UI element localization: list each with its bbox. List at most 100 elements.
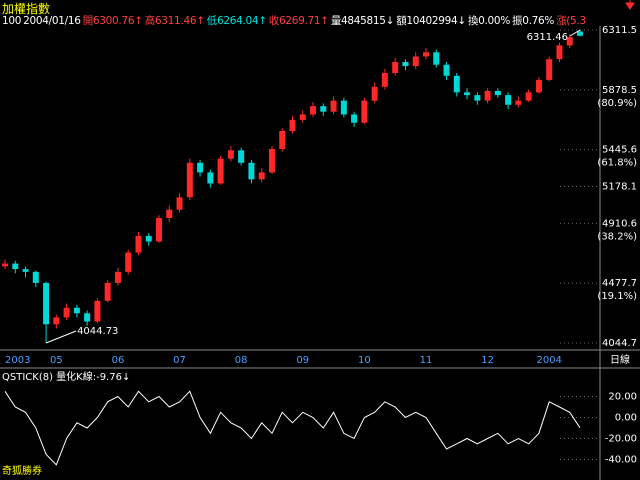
candle-body	[73, 307, 80, 314]
indicator-line	[4, 390, 581, 466]
candle-body	[22, 269, 29, 272]
candle-body	[145, 235, 152, 242]
quote-field: 2004/01/16	[23, 15, 81, 27]
y-tick-label: 4477.7	[602, 278, 637, 289]
x-tick-label: 08	[235, 355, 248, 366]
y-tick-label: 4044.7	[602, 338, 637, 349]
candle-body	[310, 106, 317, 115]
candle-body	[227, 150, 234, 159]
candle-body	[279, 131, 286, 149]
candle-body	[381, 73, 388, 87]
x-tick-label: 11	[420, 355, 433, 366]
y-tick-label: 6311.5	[602, 25, 637, 36]
candle-body	[258, 172, 265, 180]
annotation: 4044.73	[77, 326, 118, 337]
candle-body	[433, 52, 440, 65]
candle-body	[392, 61, 399, 74]
candle-body	[361, 100, 368, 123]
x-tick-label: 05	[50, 355, 63, 366]
candle-body	[135, 235, 142, 253]
pct-tick-label: (19.1%)	[597, 291, 637, 302]
candle-body	[238, 150, 245, 163]
candle-body	[494, 90, 501, 96]
y-tick-label: 20.00	[608, 392, 637, 403]
candle-body	[63, 307, 70, 318]
quote-field: 額10402994↓	[396, 15, 466, 27]
candle-body	[443, 64, 450, 76]
candle-body	[84, 313, 91, 322]
candle-body	[535, 79, 542, 93]
quote-field: 量4845815↓	[330, 15, 395, 27]
y-tick-label: -20.00	[605, 434, 637, 445]
candle-body	[217, 158, 224, 184]
candle-body	[453, 75, 460, 93]
quote-field: 開6300.76↑	[82, 15, 143, 27]
annotation-leader	[45, 330, 77, 344]
x-tick-label: 06	[112, 355, 125, 366]
candle-body	[156, 217, 163, 242]
candle-body	[464, 92, 471, 96]
index-title: 加權指數	[2, 2, 51, 16]
y-tick-label: 4910.6	[602, 218, 637, 229]
x-tick-label: 10	[358, 355, 371, 366]
candle-body	[299, 114, 306, 120]
candle-body	[125, 252, 132, 272]
y-tick-label: 5445.6	[602, 145, 637, 156]
x-tick-label: 07	[173, 355, 186, 366]
candle-body	[320, 106, 327, 112]
pct-tick-label: (61.8%)	[597, 158, 637, 169]
period-label: 日線	[610, 353, 630, 366]
candle-body	[12, 263, 19, 270]
candle-body	[104, 282, 111, 301]
candle-body	[546, 59, 553, 80]
quote-field: 收6269.71↑	[268, 15, 329, 27]
candle-body	[43, 282, 50, 325]
quote-field: 低6264.04↑	[206, 15, 267, 27]
candle-body	[515, 100, 522, 105]
candle-body	[197, 162, 204, 173]
candle-body	[186, 162, 193, 198]
y-tick-label: 5878.5	[602, 85, 637, 96]
x-tick-label: 2003	[5, 355, 30, 366]
candle-body	[577, 31, 583, 36]
y-tick-label: 0.00	[615, 413, 637, 424]
candle-body	[525, 92, 532, 101]
candle-body	[330, 100, 337, 112]
x-tick-label: 09	[296, 355, 309, 366]
candle-body	[402, 61, 409, 67]
quote-field: 振0.76%	[512, 15, 555, 27]
y-tick-label: -40.00	[605, 455, 637, 466]
brand: 奇狐勝券	[2, 464, 42, 477]
scroll-arrow	[625, 0, 635, 10]
candle-body	[371, 86, 378, 101]
quote-field: 換0.00%	[467, 15, 510, 27]
candle-body	[207, 172, 214, 184]
candle-body	[53, 317, 60, 325]
quote-field: 100	[2, 15, 22, 27]
pct-tick-label: (38.2%)	[597, 231, 637, 242]
x-tick-label: 12	[481, 355, 494, 366]
candle-body	[556, 45, 563, 60]
candle-body	[248, 162, 255, 180]
pct-tick-label: (80.9%)	[597, 98, 637, 109]
x-tick-label: 2004	[536, 355, 561, 366]
candle-body	[166, 209, 173, 218]
annotation: 6311.46	[527, 32, 568, 43]
candle-body	[340, 100, 347, 115]
candle-body	[422, 52, 429, 57]
candle-body	[484, 90, 491, 101]
quote-header: 100 2004/01/16 開6300.76↑ 高6311.46↑ 低6264.04↑…	[2, 13, 638, 28]
candle-body	[566, 37, 573, 46]
y-tick-label: 5178.1	[602, 182, 637, 193]
candle-body	[505, 95, 512, 105]
candle-body	[32, 271, 39, 283]
candle-body	[351, 114, 358, 123]
candle-body	[2, 263, 8, 267]
candle-body	[176, 197, 183, 210]
candle-body	[412, 56, 419, 67]
candle-body	[268, 148, 275, 173]
candle-body	[114, 271, 121, 283]
annotation-leader	[569, 29, 581, 37]
